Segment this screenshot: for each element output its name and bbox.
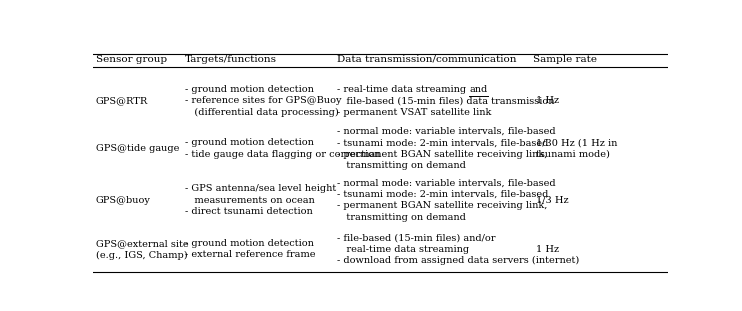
Text: (differential data processing): (differential data processing) — [185, 108, 338, 117]
Text: GPS@external site: GPS@external site — [96, 239, 188, 248]
Text: 1/30 Hz (1 Hz in: 1/30 Hz (1 Hz in — [536, 138, 617, 147]
Text: GPS@tide gauge: GPS@tide gauge — [96, 144, 179, 153]
Text: transmitting on demand: transmitting on demand — [337, 161, 466, 170]
Text: Targets/functions: Targets/functions — [185, 55, 277, 64]
Text: - tide gauge data flagging or correction: - tide gauge data flagging or correction — [185, 150, 380, 159]
Text: and: and — [470, 85, 487, 94]
Text: tsunami mode): tsunami mode) — [536, 150, 609, 159]
Text: transmitting on demand: transmitting on demand — [337, 213, 466, 222]
Text: GPS@RTR: GPS@RTR — [96, 96, 148, 105]
Text: - direct tsunami detection: - direct tsunami detection — [185, 207, 312, 216]
Text: - permanent BGAN satellite receiving link,: - permanent BGAN satellite receiving lin… — [337, 150, 548, 159]
Text: - tsunami mode: 2-min intervals, file-based: - tsunami mode: 2-min intervals, file-ba… — [337, 190, 548, 199]
Text: - file-based (15-min files) and/or: - file-based (15-min files) and/or — [337, 233, 496, 242]
Text: Data transmission/communication: Data transmission/communication — [337, 55, 516, 64]
Text: - external reference frame: - external reference frame — [185, 250, 315, 259]
Text: real-time data streaming: real-time data streaming — [337, 245, 469, 254]
Text: 1 Hz: 1 Hz — [536, 245, 559, 254]
Text: - GPS antenna/sea level height: - GPS antenna/sea level height — [185, 184, 336, 193]
Text: - permanent VSAT satellite link: - permanent VSAT satellite link — [337, 108, 491, 117]
Text: Sample rate: Sample rate — [533, 55, 597, 64]
Text: 1/3 Hz: 1/3 Hz — [536, 196, 568, 205]
Text: - ground motion detection: - ground motion detection — [185, 138, 314, 147]
Text: - reference sites for GPS@Buoy: - reference sites for GPS@Buoy — [185, 96, 341, 105]
Text: 1 Hz: 1 Hz — [536, 96, 559, 105]
Text: file-based (15-min files) data transmission: file-based (15-min files) data transmiss… — [337, 96, 555, 105]
Text: - tsunami mode: 2-min intervals, file-based: - tsunami mode: 2-min intervals, file-ba… — [337, 138, 548, 147]
Text: - normal mode: variable intervals, file-based: - normal mode: variable intervals, file-… — [337, 179, 556, 188]
Text: - ground motion detection: - ground motion detection — [185, 239, 314, 248]
Text: (e.g., IGS, Champ): (e.g., IGS, Champ) — [96, 250, 187, 260]
Text: - permanent BGAN satellite receiving link,: - permanent BGAN satellite receiving lin… — [337, 202, 548, 211]
Text: Sensor group: Sensor group — [96, 55, 167, 64]
Text: GPS@buoy: GPS@buoy — [96, 196, 151, 205]
Text: - download from assigned data servers (internet): - download from assigned data servers (i… — [337, 256, 580, 265]
Text: measurements on ocean: measurements on ocean — [185, 196, 315, 205]
Text: - ground motion detection: - ground motion detection — [185, 85, 314, 94]
Text: - real-time data streaming: - real-time data streaming — [337, 85, 470, 94]
Text: - normal mode: variable intervals, file-based: - normal mode: variable intervals, file-… — [337, 127, 556, 136]
